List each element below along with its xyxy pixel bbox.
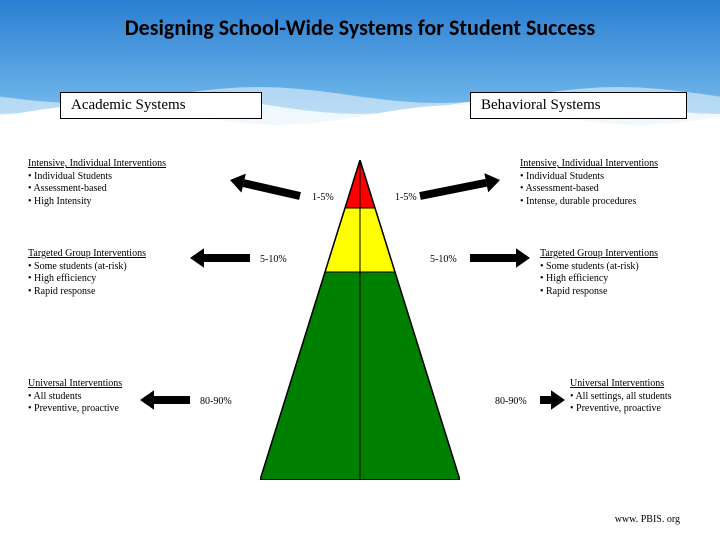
footer-link: www. PBIS. org xyxy=(615,514,680,525)
slide: Designing School-Wide Systems for Studen… xyxy=(0,0,720,540)
arrows xyxy=(0,0,720,540)
